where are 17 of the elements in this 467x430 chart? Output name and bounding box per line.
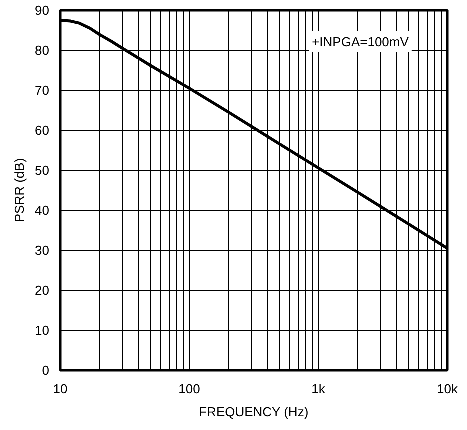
- annotation: +INPGA=100mV: [312, 34, 410, 50]
- y-tick-label: 70: [35, 83, 50, 98]
- y-tick-label: 60: [35, 123, 50, 138]
- y-tick-label: 0: [42, 363, 50, 378]
- x-axis-title: FREQUENCY (Hz): [199, 404, 309, 420]
- y-tick-label: 20: [35, 283, 50, 298]
- y-axis-title: PSRR (dB): [12, 158, 28, 223]
- y-tick-label: 40: [35, 203, 50, 218]
- y-tick-label: 50: [35, 163, 50, 178]
- x-tick-label: 100: [178, 382, 200, 396]
- x-tick-label: 10: [53, 382, 68, 396]
- x-tick-label: 10k: [437, 382, 458, 396]
- y-tick-label: 90: [35, 3, 50, 18]
- x-tick-label: 1k: [312, 382, 326, 396]
- y-tick-label: 80: [35, 43, 50, 58]
- y-tick-label: 10: [35, 323, 50, 338]
- y-tick-label: 30: [35, 243, 50, 258]
